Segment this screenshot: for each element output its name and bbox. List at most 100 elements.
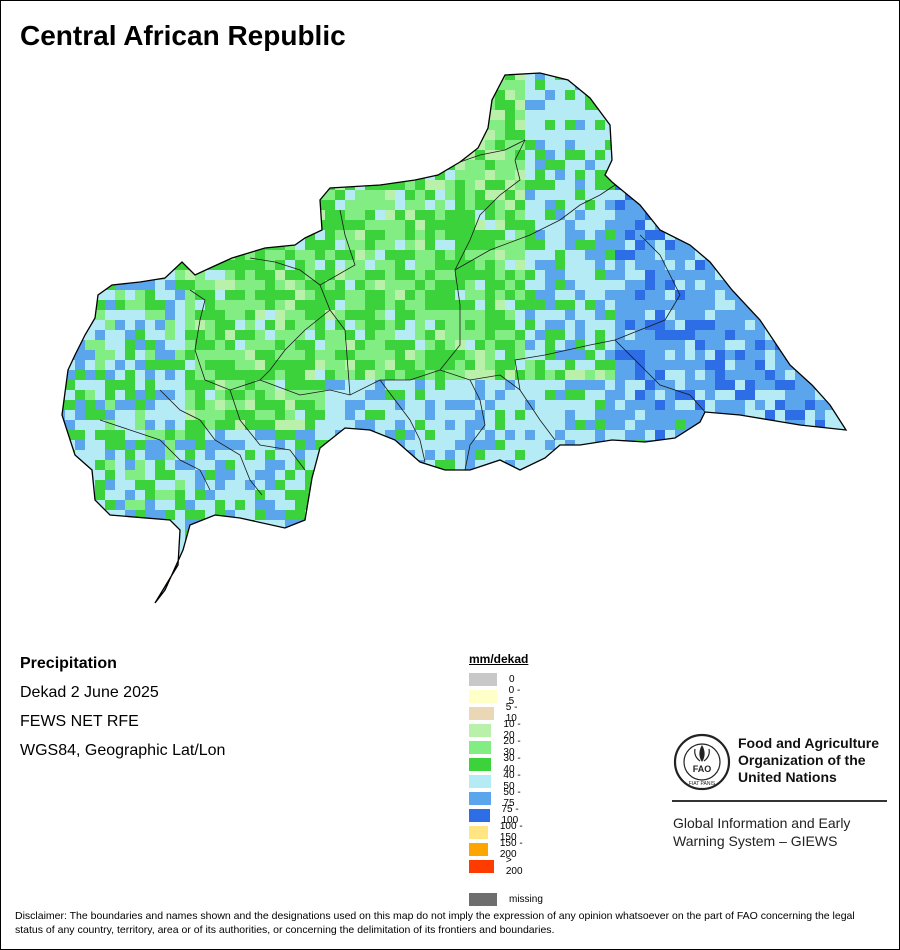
raster-cell xyxy=(665,550,676,561)
raster-cell xyxy=(665,460,676,471)
raster-cell xyxy=(75,280,86,291)
raster-cell xyxy=(195,420,206,431)
raster-cell xyxy=(715,110,726,121)
raster-cell xyxy=(765,460,776,471)
raster-cell xyxy=(545,150,556,161)
raster-cell xyxy=(475,230,486,241)
raster-cell xyxy=(95,180,106,191)
raster-cell xyxy=(715,570,726,581)
raster-cell xyxy=(105,430,116,441)
raster-cell xyxy=(605,310,616,321)
raster-cell xyxy=(495,180,506,191)
raster-cell xyxy=(335,190,346,201)
raster-cell xyxy=(655,290,666,301)
raster-cell xyxy=(455,350,466,361)
raster-cell xyxy=(115,150,126,161)
raster-cell xyxy=(815,240,826,251)
raster-cell xyxy=(645,200,656,211)
raster-cell xyxy=(625,550,636,561)
raster-cell xyxy=(405,370,416,381)
raster-cell xyxy=(365,340,376,351)
raster-cell xyxy=(695,140,706,151)
raster-cell xyxy=(425,570,436,581)
raster-cell xyxy=(395,270,406,281)
raster-cell xyxy=(595,110,606,121)
raster-cell xyxy=(165,230,176,241)
raster-cell xyxy=(235,560,246,571)
raster-cell xyxy=(565,500,576,511)
raster-cell xyxy=(395,100,406,111)
raster-cell xyxy=(425,510,436,521)
raster-cell xyxy=(65,540,76,551)
raster-cell xyxy=(65,100,76,111)
raster-cell xyxy=(735,500,746,511)
raster-cell xyxy=(845,530,846,541)
raster-cell xyxy=(675,470,686,481)
raster-cell xyxy=(515,440,526,451)
raster-cell xyxy=(595,300,606,311)
raster-cell xyxy=(655,500,666,511)
raster-cell xyxy=(725,570,736,581)
raster-cell xyxy=(815,280,826,291)
raster-cell xyxy=(105,220,116,231)
raster-cell xyxy=(725,330,736,341)
legend-item: 50 - 75 xyxy=(469,787,528,809)
raster-cell xyxy=(275,280,286,291)
raster-cell xyxy=(615,510,626,521)
raster-cell xyxy=(85,240,96,251)
raster-cell xyxy=(165,300,176,311)
raster-cell xyxy=(565,530,576,541)
raster-cell xyxy=(305,600,316,603)
raster-cell xyxy=(85,150,96,161)
raster-cell xyxy=(525,410,536,421)
raster-cell xyxy=(515,170,526,181)
raster-cell xyxy=(795,280,806,291)
raster-cell xyxy=(325,500,336,511)
raster-cell xyxy=(675,380,686,391)
raster-cell xyxy=(405,410,416,421)
raster-cell xyxy=(695,270,706,281)
raster-cell xyxy=(135,120,146,131)
raster-cell xyxy=(75,540,86,551)
raster-cell xyxy=(395,590,406,601)
raster-cell xyxy=(515,480,526,491)
raster-cell xyxy=(505,170,516,181)
raster-cell xyxy=(255,310,266,321)
raster-cell xyxy=(62,230,66,241)
raster-cell xyxy=(185,550,196,561)
raster-cell xyxy=(245,220,256,231)
raster-cell xyxy=(835,130,846,141)
raster-cell xyxy=(95,330,106,341)
raster-cell xyxy=(535,490,546,501)
raster-cell xyxy=(405,230,416,241)
raster-cell xyxy=(135,510,146,521)
raster-cell xyxy=(175,380,186,391)
raster-cell xyxy=(645,90,656,101)
divider xyxy=(672,800,887,802)
raster-cell xyxy=(725,410,736,421)
raster-cell xyxy=(475,550,486,561)
raster-cell xyxy=(315,290,326,301)
raster-cell xyxy=(125,320,136,331)
raster-cell xyxy=(715,340,726,351)
legend-item: 40 - 50 xyxy=(469,770,528,792)
raster-cell xyxy=(675,530,686,541)
raster-cell xyxy=(835,190,846,201)
raster-cell xyxy=(325,160,336,171)
raster-cell xyxy=(105,200,116,211)
raster-cell xyxy=(175,600,186,603)
raster-cell xyxy=(755,550,766,561)
raster-cell xyxy=(745,450,756,461)
raster-cell xyxy=(105,110,116,121)
map-title: Central African Republic xyxy=(20,20,346,51)
raster-cell xyxy=(265,440,276,451)
raster-cell xyxy=(665,350,676,361)
raster-cell xyxy=(325,170,336,181)
raster-cell xyxy=(575,80,586,91)
raster-cell xyxy=(625,180,636,191)
raster-cell xyxy=(355,550,366,561)
raster-cell xyxy=(315,90,326,101)
raster-cell xyxy=(525,370,536,381)
raster-cell xyxy=(505,540,516,551)
raster-cell xyxy=(455,250,466,261)
